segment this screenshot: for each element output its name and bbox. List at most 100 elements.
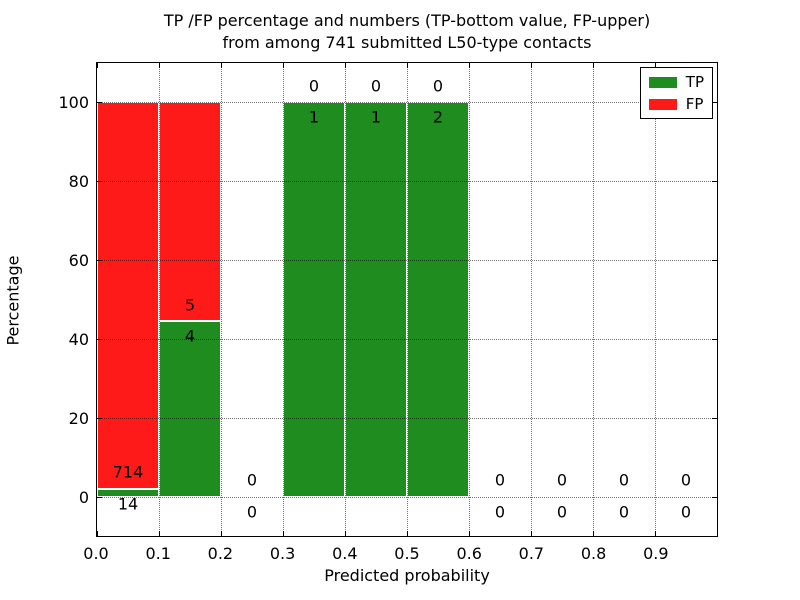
bar-tp-segment: [159, 321, 221, 497]
fp-count-label: 0: [556, 470, 568, 490]
y-tick-left: [97, 417, 102, 419]
x-tick-bottom: [655, 531, 656, 536]
x-tick-bottom: [407, 531, 408, 536]
fp-count-label: 0: [618, 470, 630, 490]
tp-count-label: 14: [117, 494, 139, 514]
fp-count-label: 0: [494, 470, 506, 490]
y-tick-label: 80: [68, 171, 89, 191]
x-tick-top: [283, 63, 284, 68]
y-tick-label: 0: [78, 488, 89, 508]
y-tick-right: [712, 181, 717, 183]
y-tick-left: [97, 181, 102, 183]
y-tick-label: 60: [68, 250, 89, 270]
bar-fp-segment: [159, 102, 221, 322]
tp-count-label: 0: [618, 502, 630, 522]
grid-line-v: [593, 63, 594, 536]
plot-area: 714 14 5 4 0 0 0 1 0 1 0 2 0 0 0 0 0 0 0 0 TP FP: [96, 62, 718, 537]
bar-tp-segment: [345, 102, 407, 497]
y-tick-left: [97, 338, 102, 340]
x-tick-bottom: [97, 531, 98, 536]
tp-count-label: 2: [432, 107, 444, 127]
x-tick-bottom: [345, 531, 346, 536]
tp-count-label: 4: [184, 326, 196, 346]
x-tick-bottom: [221, 531, 222, 536]
bar-fp-segment: [97, 102, 159, 489]
x-tick-top: [97, 63, 98, 68]
y-tick-left: [97, 496, 102, 498]
fp-legend-swatch: [648, 98, 677, 110]
x-tick-top: [407, 63, 408, 68]
x-tick-bottom: [159, 531, 160, 536]
fp-count-label: 0: [370, 76, 382, 96]
x-tick-label: 0.1: [145, 544, 171, 563]
bars-layer: [97, 63, 717, 536]
y-axis-label: Percentage: [3, 255, 23, 346]
x-tick-bottom: [531, 531, 532, 536]
grid-line-v: [469, 63, 470, 536]
grid-line-v: [407, 63, 408, 536]
chart-title-line1: TP /FP percentage and numbers (TP-bottom…: [163, 11, 651, 30]
tp-legend-label: TP: [685, 73, 704, 91]
fp-count-label: 0: [680, 470, 692, 490]
tp-count-label: 1: [370, 107, 382, 127]
grid-line-v: [531, 63, 532, 536]
grid-line-v: [283, 63, 284, 536]
x-tick-bottom: [469, 531, 470, 536]
y-tick-right: [712, 496, 717, 498]
chart-title-line2: from among 741 submitted L50-type contac…: [222, 33, 592, 52]
tp-count-label: 0: [680, 502, 692, 522]
x-tick-label: 0.0: [83, 544, 109, 563]
annotations-layer: 714 14 5 4 0 0 0 1 0 1 0 2 0 0 0 0 0 0 0 0: [97, 63, 717, 536]
grid-line-v: [655, 63, 656, 536]
tp-legend-swatch: [648, 76, 677, 88]
x-tick-label: 0.6: [456, 544, 482, 563]
grid-line-v: [159, 63, 160, 536]
x-tick-label: 0.5: [394, 544, 420, 563]
tp-count-label: 0: [556, 502, 568, 522]
x-tick-label: 0.8: [580, 544, 607, 563]
y-tick-label: 40: [68, 330, 89, 350]
x-tick-label: 0.9: [643, 544, 669, 563]
tickmark-layer: [97, 63, 717, 536]
legend: TP FP: [639, 67, 713, 119]
y-tick-right: [712, 102, 717, 104]
bar-tp-segment: [97, 489, 159, 497]
x-tick-top: [159, 63, 160, 68]
y-tick-label: 100: [58, 92, 89, 112]
y-tick-left: [97, 260, 102, 262]
x-tick-label: 0.2: [207, 544, 234, 563]
x-tick-top: [469, 63, 470, 68]
fp-count-label: 0: [308, 76, 320, 96]
fp-count-label: 714: [112, 462, 144, 482]
y-tick-left: [97, 102, 102, 104]
y-tick-right: [712, 338, 717, 340]
fp-count-label: 0: [432, 76, 444, 96]
fp-legend-label: FP: [685, 95, 704, 113]
bar-tp-segment: [407, 102, 469, 497]
legend-item-tp: TP: [648, 73, 704, 91]
tp-count-label: 1: [308, 107, 320, 127]
tp-count-label: 0: [494, 502, 506, 522]
x-tick-top: [345, 63, 346, 68]
x-tick-label: 0.4: [332, 544, 358, 563]
y-tick-right: [712, 417, 717, 419]
x-tick-label: 0.3: [269, 544, 296, 563]
bar-tp-segment: [283, 102, 345, 497]
x-tick-bottom: [593, 531, 594, 536]
chart-title: TP /FP percentage and numbers (TP-bottom…: [96, 10, 718, 54]
x-tick-top: [221, 63, 222, 68]
x-tick-label: 0.7: [518, 544, 545, 563]
y-tick-right: [712, 260, 717, 262]
grid-layer: [97, 63, 717, 536]
grid-line-v: [221, 63, 222, 536]
y-tick-label: 20: [68, 409, 89, 429]
fp-count-label: 0: [246, 470, 258, 490]
x-tick-top: [655, 63, 656, 68]
legend-item-fp: FP: [648, 95, 704, 113]
x-tick-top: [593, 63, 594, 68]
x-tick-top: [531, 63, 532, 68]
fp-count-label: 5: [184, 295, 196, 315]
grid-line-v: [345, 63, 346, 536]
x-tick-bottom: [283, 531, 284, 536]
